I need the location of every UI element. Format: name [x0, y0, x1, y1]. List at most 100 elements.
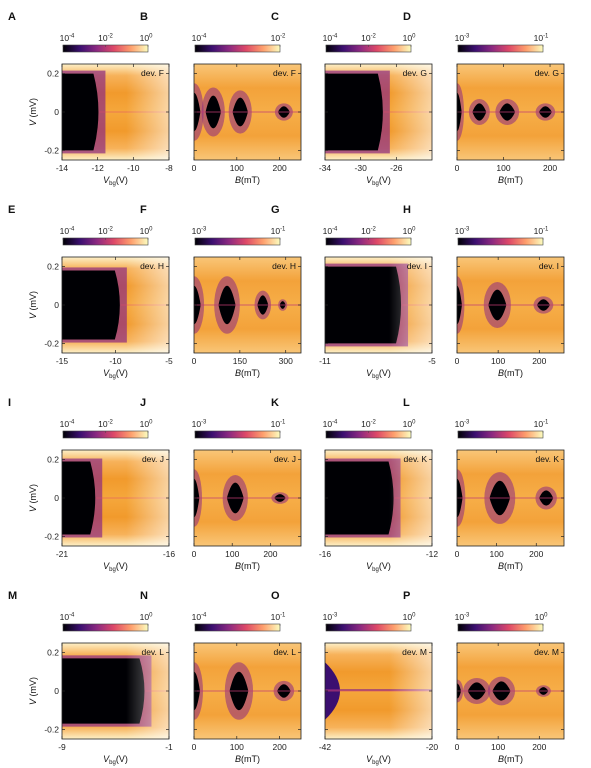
device-label: dev. L — [273, 647, 296, 657]
heatmap — [62, 64, 169, 160]
x-axis-label: B(mT) — [498, 754, 523, 764]
panel-P: P 10-3 100 dev. M 0 100 200 B(mT) — [403, 590, 565, 764]
y-tick-label: 0 — [54, 300, 59, 310]
device-label: dev. G — [535, 68, 559, 78]
colorbar-tick-label: 10-4 — [323, 419, 338, 429]
x-tick-label: -21 — [56, 549, 69, 559]
heatmap — [325, 64, 432, 160]
y-axis-label: V (mV) — [28, 291, 38, 319]
panel-letter: M — [8, 590, 17, 602]
y-tick-label: -0.2 — [44, 724, 59, 734]
colorbar-tick-label: 10-2 — [98, 33, 113, 43]
x-axis-label: B(mT) — [498, 561, 523, 571]
heatmap — [194, 450, 301, 546]
high-field-fade — [62, 257, 169, 353]
panel-letter: J — [140, 397, 146, 409]
device-label: dev. H — [272, 261, 296, 271]
colorbar-tick-label: 10-4 — [60, 33, 75, 43]
panel-I: I 10-4 10-2 100 dev. J -0.2 0 0.2 V (mV) -21 -16 Vb… — [8, 397, 175, 573]
colorbar-tick-label: 10-1 — [534, 419, 549, 429]
x-axis-label: B(mT) — [498, 368, 523, 378]
colorbar-tick-label: 10-1 — [534, 226, 549, 236]
high-field-fade — [325, 64, 432, 160]
y-tick-label: -0.2 — [44, 338, 59, 348]
panel-A: A 10-4 10-2 100 dev. F -0.2 0 0.2 V (mV) -14 -12 -1… — [8, 11, 173, 187]
x-tick-label: -15 — [56, 356, 69, 366]
x-tick-label: -11 — [319, 356, 331, 366]
heatmap — [62, 257, 169, 353]
colorbar-tick-label: 100 — [403, 33, 416, 43]
x-tick-label: -20 — [426, 742, 439, 752]
colorbar — [194, 430, 281, 439]
colorbar — [325, 623, 412, 632]
x-tick-label: 100 — [491, 742, 505, 752]
device-label: dev. K — [536, 454, 560, 464]
colorbar — [457, 623, 544, 632]
panel-G: G 10-4 10-2 100 dev. I -11 -5 Vbg(V) — [271, 204, 436, 380]
heatmap — [457, 64, 564, 160]
x-axis-label: Vbg(V) — [103, 754, 128, 766]
x-tick-label: -16 — [319, 549, 332, 559]
panel-letter: L — [403, 397, 410, 409]
x-tick-label: -8 — [165, 163, 173, 173]
colorbar-tick-label: 10-1 — [534, 33, 549, 43]
heatmap — [457, 257, 564, 353]
x-tick-label: -42 — [319, 742, 332, 752]
x-tick-label: -5 — [165, 356, 173, 366]
y-tick-label: 0.2 — [47, 69, 59, 79]
device-label: dev. F — [273, 68, 296, 78]
colorbar-tick-label: 10-4 — [60, 419, 75, 429]
panel-letter: A — [8, 11, 16, 23]
heatmap — [62, 643, 169, 739]
x-tick-label: 100 — [491, 356, 505, 366]
x-tick-label: 200 — [532, 742, 546, 752]
panel-letter: F — [140, 204, 147, 216]
device-label: dev. K — [404, 454, 428, 464]
x-tick-label: 100 — [225, 549, 239, 559]
panel-M: M 10-4 100 dev. L -0.2 0 0.2 V (mV) -9 -1 Vbg(V) — [8, 590, 173, 766]
colorbar-tick-label: 10-1 — [271, 226, 286, 236]
panel-letter: B — [140, 11, 148, 23]
colorbar-tick-label: 10-4 — [192, 612, 207, 622]
heatmap — [62, 450, 169, 546]
colorbar-tick-label: 10-2 — [98, 226, 113, 236]
x-axis-label: Vbg(V) — [366, 754, 391, 766]
panel-letter: I — [8, 397, 11, 409]
colorbar-tick-label: 10-2 — [361, 33, 376, 43]
device-label: dev. I — [539, 261, 559, 271]
x-axis-label: B(mT) — [235, 175, 260, 185]
x-axis-label: Vbg(V) — [103, 368, 128, 380]
colorbar-tick-label: 10-4 — [60, 612, 75, 622]
x-tick-label: 100 — [496, 163, 510, 173]
high-field-fade — [62, 64, 169, 160]
heatmap — [194, 64, 301, 160]
y-tick-label: -0.2 — [44, 145, 59, 155]
panel-letter: O — [271, 590, 280, 602]
y-tick-label: 0 — [54, 493, 59, 503]
y-tick-label: -0.2 — [44, 531, 59, 541]
device-label: dev. F — [141, 68, 164, 78]
device-label: dev. M — [402, 647, 427, 657]
heatmap — [194, 257, 301, 353]
x-tick-label: 0 — [192, 356, 197, 366]
colorbar-tick-label: 100 — [140, 226, 153, 236]
device-label: dev. J — [274, 454, 296, 464]
colorbar-tick-label: 10-1 — [271, 419, 286, 429]
x-tick-label: 0 — [192, 163, 197, 173]
x-axis-label: B(mT) — [498, 175, 523, 185]
colorbar-tick-label: 100 — [535, 612, 548, 622]
heatmap — [194, 643, 301, 739]
y-tick-label: 0 — [54, 107, 59, 117]
x-tick-label: -5 — [428, 356, 436, 366]
device-label: dev. G — [403, 68, 427, 78]
x-tick-label: 150 — [233, 356, 247, 366]
heatmap — [325, 257, 432, 353]
x-axis-label: B(mT) — [235, 561, 260, 571]
colorbar-tick-label: 10-4 — [192, 33, 207, 43]
panel-letter: G — [271, 204, 280, 216]
heatmap — [457, 643, 564, 739]
x-tick-label: 300 — [279, 356, 293, 366]
colorbar — [457, 430, 544, 439]
panel-D: D 10-3 10-1 dev. G 0 100 200 B(mT) — [403, 11, 565, 185]
